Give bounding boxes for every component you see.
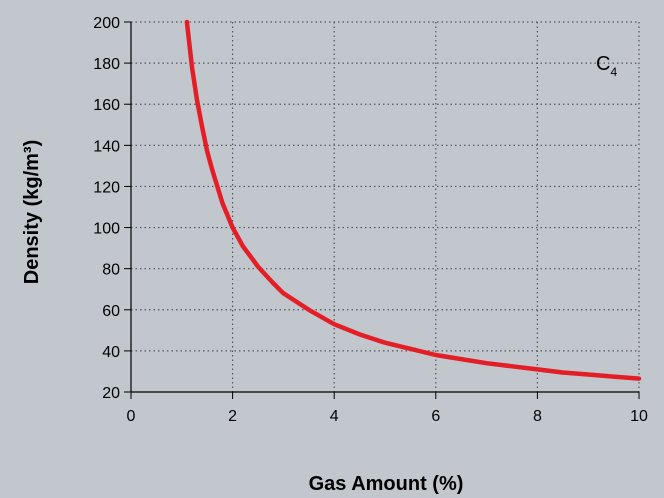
x-tick-label-0: 0 (127, 408, 136, 425)
y-axis-title: Density (kg/m³) (21, 140, 43, 284)
series-group (184, 19, 642, 381)
y-tick-labels: 20 40 60 80 100 120 140 160 180 200 (93, 15, 120, 402)
y-tick-label-60: 60 (102, 303, 120, 320)
x-tick-label-2: 2 (228, 408, 237, 425)
series-line-0 (184, 19, 642, 381)
y-tick-label-120: 120 (93, 179, 120, 196)
x-tick-label-10: 10 (630, 408, 648, 425)
grid (131, 21, 640, 392)
y-tick-label-160: 160 (93, 97, 120, 114)
annotation-label: C4 (596, 53, 617, 79)
y-tick-label-180: 180 (93, 56, 120, 73)
y-tick-label-200: 200 (93, 15, 120, 32)
x-tick-label-4: 4 (330, 408, 339, 425)
annotation-subscript: 4 (610, 65, 617, 79)
x-axis-title: Gas Amount (%) (309, 473, 464, 495)
y-tick-label-40: 40 (102, 344, 120, 361)
x-tick-label-6: 6 (431, 408, 440, 425)
y-tick-label-80: 80 (102, 262, 120, 279)
annotation-text: C (596, 53, 610, 75)
axes (124, 21, 640, 399)
x-tick-label-8: 8 (533, 408, 542, 425)
y-tick-label-100: 100 (93, 221, 120, 238)
y-tick-label-20: 20 (102, 385, 120, 402)
x-tick-labels: 0 2 4 6 8 10 (127, 408, 648, 425)
y-tick-label-140: 140 (93, 138, 120, 155)
